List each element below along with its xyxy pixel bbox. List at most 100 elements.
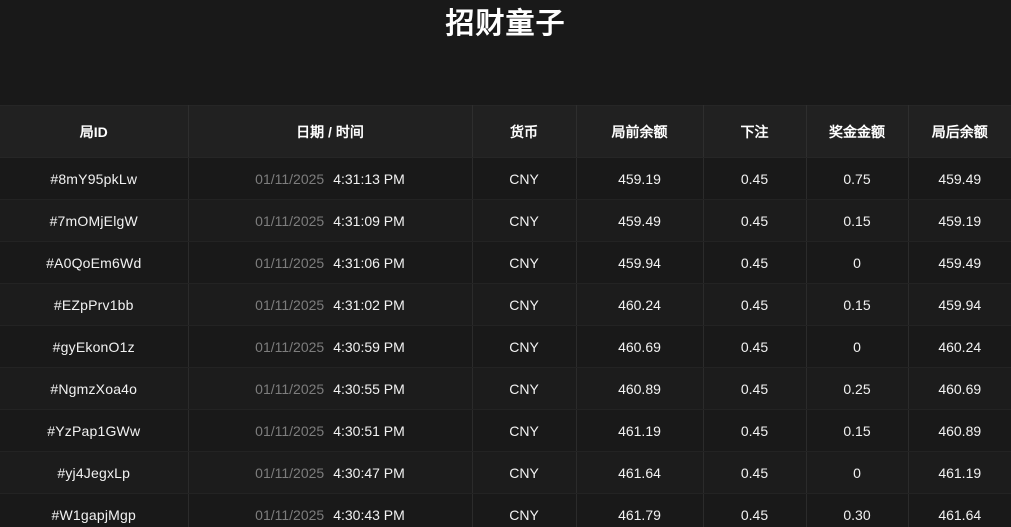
cell-datetime: 01/11/2025 4:31:06 PM — [188, 241, 473, 284]
cell-round-id: #7mOMjElgW — [0, 199, 189, 242]
cell-bet: 0.45 — [703, 283, 807, 326]
cell-time: 4:31:09 PM — [333, 212, 405, 229]
cell-currency: CNY — [472, 283, 577, 326]
page-title: 招财童子 — [445, 8, 566, 40]
cell-date: 01/11/2025 — [255, 170, 325, 187]
cell-round-id: #yj4JegxLp — [0, 451, 189, 494]
table-header-row: 局ID 日期 / 时间 货币 局前余额 下注 奖金金额 局后余额 — [0, 105, 1011, 158]
cell-balance-after: 459.49 — [908, 157, 1011, 200]
cell-date: 01/11/2025 — [255, 506, 325, 523]
cell-balance-before: 461.79 — [576, 493, 704, 527]
table-row[interactable]: #A0QoEm6Wd 01/11/2025 4:31:06 PM CNY 459.94 0… — [0, 241, 1011, 284]
cell-balance-after: 459.19 — [908, 199, 1011, 242]
cell-balance-after: 459.94 — [908, 283, 1011, 326]
column-header-currency[interactable]: 货币 — [472, 105, 577, 158]
cell-round-id: #EZpPrv1bb — [0, 283, 189, 326]
cell-round-id: #NgmzXoa4o — [0, 367, 189, 410]
cell-time: 4:30:43 PM — [333, 506, 405, 523]
cell-win: 0.30 — [806, 493, 909, 527]
page-header: 招财童子 — [0, 0, 1011, 105]
cell-bet: 0.45 — [703, 157, 807, 200]
cell-currency: CNY — [472, 451, 577, 494]
cell-balance-after: 460.24 — [908, 325, 1011, 368]
cell-currency: CNY — [472, 157, 577, 200]
cell-balance-after: 461.64 — [908, 493, 1011, 527]
column-header-balance-after[interactable]: 局后余额 — [908, 105, 1011, 158]
table-row[interactable]: #gyEkonO1z 01/11/2025 4:30:59 PM CNY 460.69 0… — [0, 325, 1011, 368]
cell-bet: 0.45 — [703, 325, 807, 368]
cell-win: 0 — [806, 241, 909, 284]
cell-bet: 0.45 — [703, 199, 807, 242]
cell-time: 4:30:59 PM — [333, 338, 405, 355]
cell-datetime: 01/11/2025 4:30:43 PM — [188, 493, 473, 527]
cell-balance-after: 461.19 — [908, 451, 1011, 494]
cell-datetime: 01/11/2025 4:31:02 PM — [188, 283, 473, 326]
cell-bet: 0.45 — [703, 409, 807, 452]
cell-balance-before: 460.89 — [576, 367, 704, 410]
cell-currency: CNY — [472, 325, 577, 368]
cell-round-id: #YzPap1GWw — [0, 409, 189, 452]
cell-win: 0.25 — [806, 367, 909, 410]
cell-date: 01/11/2025 — [255, 380, 325, 397]
cell-balance-before: 461.64 — [576, 451, 704, 494]
cell-time: 4:31:13 PM — [333, 170, 405, 187]
cell-datetime: 01/11/2025 4:30:47 PM — [188, 451, 473, 494]
cell-balance-before: 459.94 — [576, 241, 704, 284]
table-row[interactable]: #yj4JegxLp 01/11/2025 4:30:47 PM CNY 461.64 0… — [0, 451, 1011, 494]
cell-bet: 0.45 — [703, 451, 807, 494]
cell-win: 0.15 — [806, 199, 909, 242]
cell-win: 0.75 — [806, 157, 909, 200]
column-header-bet[interactable]: 下注 — [703, 105, 807, 158]
column-header-datetime[interactable]: 日期 / 时间 — [188, 105, 473, 158]
table-row[interactable]: #EZpPrv1bb 01/11/2025 4:31:02 PM CNY 460.24 0… — [0, 283, 1011, 326]
cell-round-id: #W1gapjMgp — [0, 493, 189, 527]
cell-round-id: #gyEkonO1z — [0, 325, 189, 368]
cell-win: 0 — [806, 325, 909, 368]
cell-currency: CNY — [472, 409, 577, 452]
cell-datetime: 01/11/2025 4:30:59 PM — [188, 325, 473, 368]
cell-balance-before: 459.19 — [576, 157, 704, 200]
table-header: 局ID 日期 / 时间 货币 局前余额 下注 奖金金额 局后余额 — [0, 105, 1011, 158]
cell-balance-before: 459.49 — [576, 199, 704, 242]
cell-time: 4:30:55 PM — [333, 380, 405, 397]
cell-win: 0 — [806, 451, 909, 494]
table-row[interactable]: #8mY95pkLw 01/11/2025 4:31:13 PM CNY 459.19 0… — [0, 157, 1011, 200]
cell-time: 4:30:51 PM — [333, 422, 405, 439]
cell-round-id: #8mY95pkLw — [0, 157, 189, 200]
table-row[interactable]: #7mOMjElgW 01/11/2025 4:31:09 PM CNY 459.49 0… — [0, 199, 1011, 242]
cell-time: 4:31:02 PM — [333, 296, 405, 313]
cell-date: 01/11/2025 — [255, 464, 325, 481]
column-header-balance-before[interactable]: 局前余额 — [576, 105, 704, 158]
table-row[interactable]: #W1gapjMgp 01/11/2025 4:30:43 PM CNY 461.79 0… — [0, 493, 1011, 527]
cell-datetime: 01/11/2025 4:30:55 PM — [188, 367, 473, 410]
cell-time: 4:30:47 PM — [333, 464, 405, 481]
cell-balance-before: 461.19 — [576, 409, 704, 452]
cell-currency: CNY — [472, 493, 577, 527]
cell-datetime: 01/11/2025 4:30:51 PM — [188, 409, 473, 452]
cell-datetime: 01/11/2025 4:31:09 PM — [188, 199, 473, 242]
column-header-win[interactable]: 奖金金额 — [806, 105, 909, 158]
cell-round-id: #A0QoEm6Wd — [0, 241, 189, 284]
cell-balance-before: 460.69 — [576, 325, 704, 368]
column-header-round-id[interactable]: 局ID — [0, 105, 189, 158]
cell-date: 01/11/2025 — [255, 422, 325, 439]
cell-currency: CNY — [472, 367, 577, 410]
cell-date: 01/11/2025 — [255, 296, 325, 313]
cell-win: 0.15 — [806, 283, 909, 326]
cell-time: 4:31:06 PM — [333, 254, 405, 271]
cell-date: 01/11/2025 — [255, 338, 325, 355]
cell-bet: 0.45 — [703, 241, 807, 284]
cell-date: 01/11/2025 — [255, 212, 325, 229]
cell-balance-before: 460.24 — [576, 283, 704, 326]
cell-date: 01/11/2025 — [255, 254, 325, 271]
table-row[interactable]: #NgmzXoa4o 01/11/2025 4:30:55 PM CNY 460.89 0… — [0, 367, 1011, 410]
bet-history-table: 局ID 日期 / 时间 货币 局前余额 下注 奖金金额 局后余额 #8mY95p… — [0, 105, 1011, 527]
table-row[interactable]: #YzPap1GWw 01/11/2025 4:30:51 PM CNY 461.19 0… — [0, 409, 1011, 452]
cell-win: 0.15 — [806, 409, 909, 452]
cell-currency: CNY — [472, 199, 577, 242]
cell-balance-after: 460.89 — [908, 409, 1011, 452]
table-body: #8mY95pkLw 01/11/2025 4:31:13 PM CNY 459.19 0… — [0, 157, 1011, 527]
cell-balance-after: 459.49 — [908, 241, 1011, 284]
cell-balance-after: 460.69 — [908, 367, 1011, 410]
